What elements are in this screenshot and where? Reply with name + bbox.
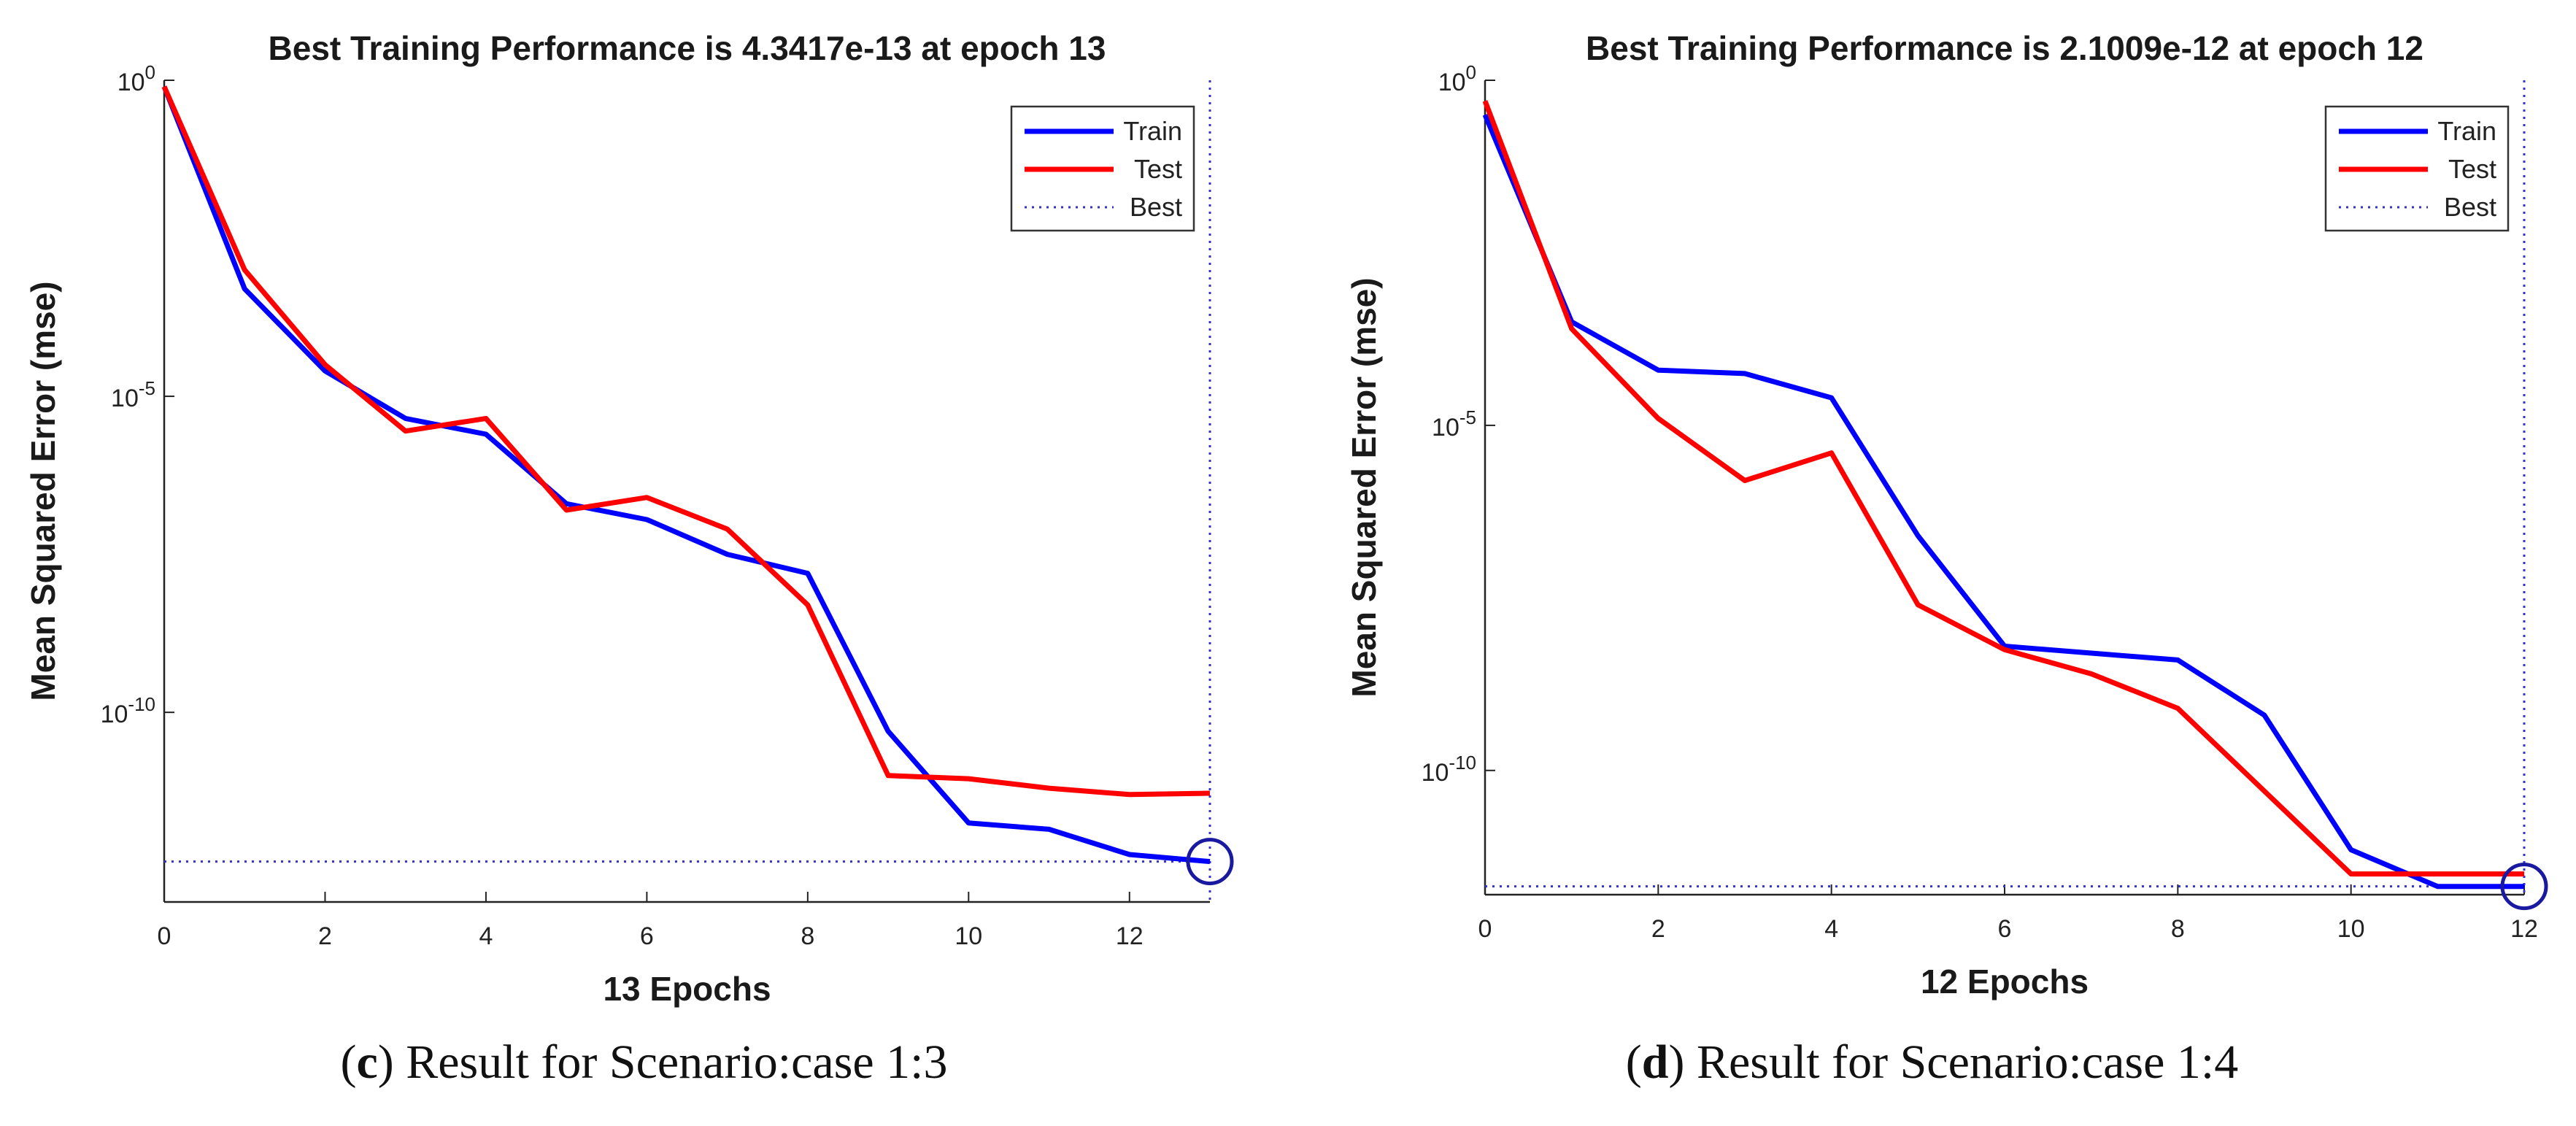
- best-point-marker: [2500, 863, 2548, 911]
- caption-c-text: ) Result for Scenario:case 1:3: [377, 1036, 948, 1089]
- x-tick-label: 4: [1824, 915, 1838, 943]
- x-axis-label: 12 Epochs: [1921, 963, 2089, 1000]
- caption-d-text: ) Result for Scenario:case 1:4: [1668, 1036, 2239, 1089]
- series-train-line: [1482, 113, 2524, 890]
- series-test-line: [1482, 100, 2524, 877]
- caption-d: (d) Result for Scenario:case 1:4: [1625, 1036, 2239, 1089]
- x-tick-label: 2: [318, 922, 332, 950]
- x-tick-label: 0: [1478, 915, 1492, 943]
- y-tick-label: 100: [1438, 61, 1476, 96]
- caption-c-letter: c: [356, 1036, 378, 1089]
- y-tick-label: 100: [117, 61, 155, 96]
- x-tick-label: 2: [1651, 915, 1665, 943]
- series-test-line: [161, 85, 1211, 798]
- legend-label-train: Train: [2437, 116, 2496, 146]
- caption-d-letter: d: [1641, 1036, 1669, 1089]
- x-tick-label: 12: [2510, 915, 2538, 943]
- y-tick-label: 10-5: [111, 377, 155, 412]
- x-tick-label: 4: [479, 922, 493, 950]
- chart-title: Best Training Performance is 2.1009e-12 …: [1586, 29, 2423, 67]
- x-tick-label: 12: [1116, 922, 1144, 950]
- legend-label-best: Best: [2444, 192, 2496, 222]
- x-tick-label: 10: [955, 922, 982, 950]
- y-tick-label: 10-10: [101, 693, 155, 728]
- chart-panel-c: Best Training Performance is 4.3417e-13 …: [24, 29, 1234, 1089]
- caption-c: (c) Result for Scenario:case 1:3: [340, 1036, 948, 1089]
- legend-label-test: Test: [2448, 154, 2496, 184]
- legend-label-train: Train: [1123, 116, 1182, 146]
- chart-panel-d: Best Training Performance is 2.1009e-12 …: [1288, 0, 2576, 1126]
- legend-label-best: Best: [1130, 192, 1182, 222]
- best-point-marker: [1186, 838, 1234, 886]
- y-tick-label: 10-5: [1432, 406, 1476, 441]
- x-axis-label: 13 Epochs: [603, 970, 771, 1008]
- chart-d: Best Training Performance is 2.1009e-12 …: [1345, 29, 2548, 1000]
- x-tick-label: 6: [640, 922, 654, 950]
- chart-c: Best Training Performance is 4.3417e-13 …: [24, 29, 1234, 1008]
- x-tick-label: 6: [1998, 915, 2012, 943]
- y-tick-label: 10-10: [1422, 752, 1476, 787]
- x-tick-label: 8: [801, 922, 814, 950]
- y-axis-label: Mean Squared Error (mse): [1345, 277, 1383, 697]
- legend-label-test: Test: [1134, 154, 1182, 184]
- x-tick-label: 0: [158, 922, 171, 950]
- y-axis-label: Mean Squared Error (mse): [24, 281, 62, 701]
- x-tick-label: 10: [2337, 915, 2365, 943]
- x-tick-label: 8: [2171, 915, 2185, 943]
- chart-title: Best Training Performance is 4.3417e-13 …: [269, 29, 1106, 67]
